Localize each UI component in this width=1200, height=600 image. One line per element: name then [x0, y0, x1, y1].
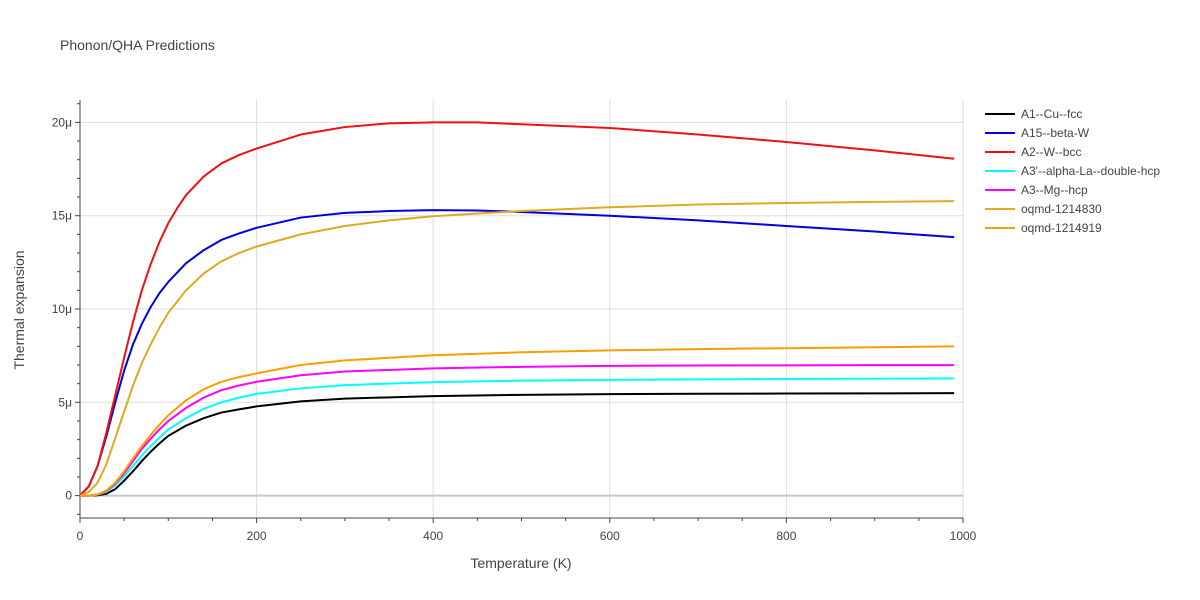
- legend[interactable]: A1--Cu--fcc A15--beta-W A2--W--bcc A3'--alp…: [985, 107, 1160, 235]
- y-tick-label: 15μ: [52, 209, 72, 223]
- series-line-1: [79, 209, 955, 497]
- series-line-2: [79, 121, 955, 497]
- series-group: [79, 121, 955, 497]
- chart-title: Phonon/QHA Predictions: [60, 37, 215, 53]
- legend-item[interactable]: oqmd-1214919: [985, 221, 1102, 235]
- legend-item[interactable]: A2--W--bcc: [985, 145, 1081, 159]
- legend-label: A15--beta-W: [1021, 126, 1090, 140]
- y-tick-label: 5μ: [58, 395, 72, 409]
- x-tick-label: 600: [600, 529, 620, 543]
- legend-item[interactable]: A3'--alpha-La--double-hcp: [985, 164, 1160, 178]
- legend-label: oqmd-1214830: [1021, 202, 1102, 216]
- y-axis-title: Thermal expansion: [11, 250, 27, 369]
- legend-label: A3'--alpha-La--double-hcp: [1021, 164, 1160, 178]
- legend-item[interactable]: A15--beta-W: [985, 126, 1090, 140]
- legend-label: oqmd-1214919: [1021, 221, 1102, 235]
- legend-label: A1--Cu--fcc: [1021, 107, 1082, 121]
- x-tick-label: 400: [423, 529, 443, 543]
- gridlines: [80, 100, 964, 518]
- series-line-5: [79, 200, 955, 497]
- x-tick-label: 1000: [950, 529, 977, 543]
- series-line-6: [80, 345, 955, 497]
- x-tick-label: 800: [776, 529, 796, 543]
- axes: 0 200 400 600 800 1000 0 5μ 10μ 15μ 20μ: [52, 100, 977, 543]
- legend-item[interactable]: A3--Mg--hcp: [985, 183, 1088, 197]
- legend-item[interactable]: A1--Cu--fcc: [985, 107, 1082, 121]
- x-tick-label: 0: [77, 529, 84, 543]
- x-tick-label: 200: [247, 529, 267, 543]
- series-line-3: [80, 377, 955, 497]
- legend-item[interactable]: oqmd-1214830: [985, 202, 1102, 216]
- legend-label: A2--W--bcc: [1021, 145, 1081, 159]
- y-tick-label: 10μ: [52, 302, 72, 316]
- x-axis-title: Temperature (K): [470, 555, 571, 571]
- series-line-0: [80, 392, 955, 497]
- legend-label: A3--Mg--hcp: [1021, 183, 1088, 197]
- y-tick-label: 20μ: [52, 115, 72, 129]
- y-tick-label: 0: [65, 489, 72, 503]
